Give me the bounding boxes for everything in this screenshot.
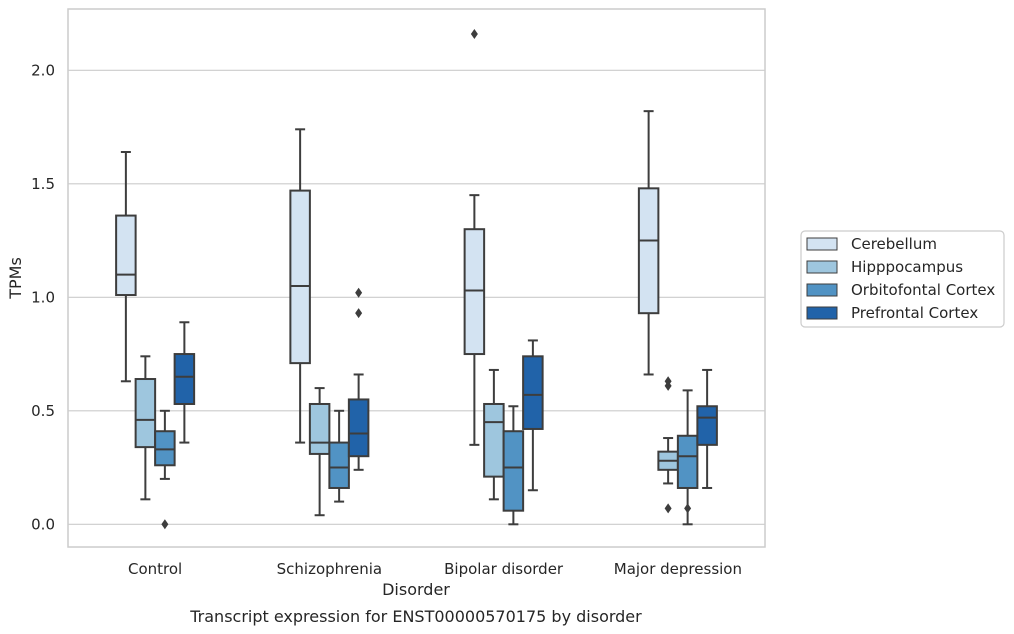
- box-iqr: [115, 214, 137, 297]
- legend-swatch: [806, 283, 838, 297]
- y-tick-label: 1.5: [31, 175, 55, 193]
- outlier-point: [684, 503, 692, 514]
- box-0-3: [637, 110, 660, 376]
- x-axis-label: Disorder: [382, 580, 450, 599]
- box-2-0: [154, 409, 176, 530]
- legend: Cerebellum Hipppocampus Orbitofontal Corte…: [800, 230, 1005, 328]
- legend-swatch: [806, 260, 838, 274]
- box-3-3: [696, 368, 718, 489]
- legend-swatch: [806, 237, 838, 251]
- box-1-1: [308, 387, 331, 517]
- box-iqr: [289, 189, 311, 365]
- chart-caption: Transcript expression for ENST0000057017…: [189, 607, 642, 626]
- x-tick-labels: Control Schizophrenia Bipolar disorder Majo…: [128, 560, 742, 578]
- box-2-1: [328, 409, 350, 503]
- box-iqr: [328, 441, 350, 489]
- legend-label: Orbitofontal Cortex: [851, 281, 995, 299]
- outlier-point: [355, 287, 363, 298]
- x-tick-label: Schizophrenia: [277, 560, 382, 578]
- y-tick-label: 1.0: [31, 288, 55, 306]
- y-tick-label: 2.0: [31, 61, 55, 79]
- outlier-point: [664, 503, 672, 514]
- y-tick-label: 0.0: [31, 515, 55, 533]
- outlier-point: [470, 28, 478, 39]
- legend-label: Cerebellum: [851, 235, 937, 253]
- outlier-point: [355, 308, 363, 319]
- box-3-2: [522, 339, 544, 492]
- boxes-layer: [115, 28, 718, 530]
- box-iqr: [308, 402, 331, 455]
- box-iqr: [154, 430, 176, 467]
- x-tick-label: Control: [128, 560, 182, 578]
- outlier-point: [161, 519, 169, 530]
- plot-frame: [67, 8, 766, 548]
- box-1-0: [134, 355, 157, 501]
- box-1-3: [657, 376, 679, 514]
- box-iqr: [173, 353, 196, 405]
- legend-label: Hipppocampus: [851, 258, 963, 276]
- box-2-3: [676, 389, 699, 526]
- y-tick-label: 0.5: [31, 402, 55, 420]
- y-tick-labels: 0.0 0.5 1.0 1.5 2.0: [31, 61, 55, 533]
- y-axis-label: TPMs: [6, 257, 25, 300]
- box-iqr: [637, 187, 660, 315]
- box-0-2: [463, 28, 486, 446]
- box-0-0: [115, 151, 137, 383]
- legend-frame: [800, 230, 1005, 328]
- box-iqr: [502, 430, 525, 512]
- box-iqr: [463, 228, 486, 356]
- box-iqr: [696, 405, 718, 446]
- x-tick-label: Bipolar disorder: [444, 560, 564, 578]
- legend-swatch: [806, 306, 838, 320]
- box-0-1: [289, 128, 311, 444]
- box-iqr: [483, 402, 505, 478]
- x-tick-label: Major depression: [614, 560, 742, 578]
- box-iqr: [347, 398, 370, 458]
- box-iqr: [134, 378, 157, 449]
- box-iqr: [676, 434, 699, 489]
- box-1-2: [483, 368, 505, 501]
- box-2-2: [502, 405, 525, 526]
- legend-label: Prefrontal Cortex: [851, 304, 978, 322]
- box-3-1: [347, 287, 370, 471]
- outlier-point: [664, 376, 672, 387]
- box-iqr: [522, 355, 544, 430]
- box-3-0: [173, 321, 196, 444]
